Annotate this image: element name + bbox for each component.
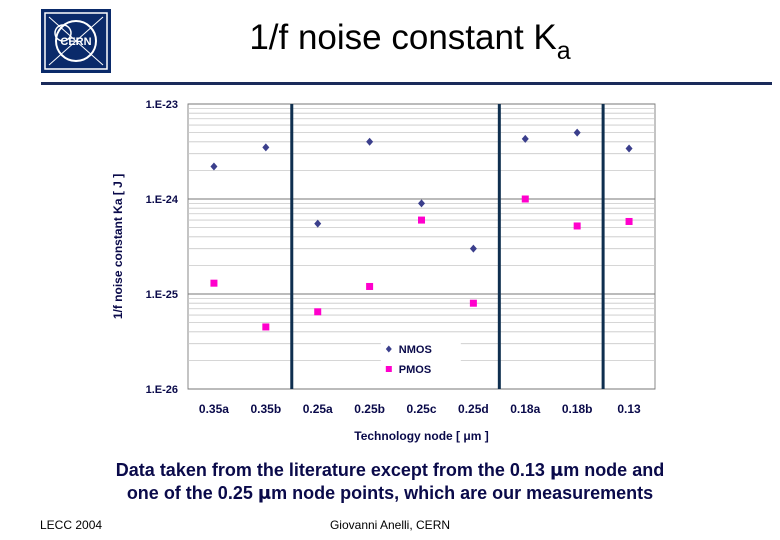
x-tick-label: 0.25b [354, 402, 385, 416]
cern-logo: CERN [41, 9, 111, 73]
nmos-point [418, 199, 425, 208]
scatter-chart: 1.E-23 1.E-24 1.E-25 1.E-26 0.35a 0.35b 0.25a 0… [111, 99, 656, 443]
nmos-point [469, 244, 477, 253]
y-tick-label: 1.E-26 [146, 384, 178, 396]
x-tick-label: 0.35a [199, 402, 229, 416]
chart-container: 1.E-23 1.E-24 1.E-25 1.E-26 0.35a 0.35b 0.25a 0… [100, 92, 680, 452]
title-subscript: a [556, 37, 571, 65]
nmos-point [625, 144, 633, 153]
x-tick-label: 0.18a [510, 402, 540, 416]
pmos-point [314, 308, 322, 316]
cern-logo-graphic: CERN [44, 12, 108, 70]
mu-symbol: μ [549, 460, 564, 481]
legend-label: NMOS [399, 344, 432, 356]
footer-author: Giovanni Anelli, CERN [329, 518, 451, 532]
nmos-point [210, 162, 218, 171]
caption-line2-end: m node points, which are our measurement… [271, 483, 654, 503]
x-tick-label: 0.35b [250, 402, 281, 416]
x-axis-label: Technology node [ μm ] [354, 429, 488, 443]
caption-line2-start: one of the 0.25 [126, 483, 258, 503]
legend-label: PMOS [399, 364, 431, 376]
caption-line1-end: m node and [563, 460, 665, 480]
pmos-point [469, 299, 477, 307]
x-tick-label: 0.25a [303, 402, 333, 416]
legend-pmos-marker [385, 366, 392, 372]
pmos-point [521, 195, 529, 203]
x-tick-label: 0.18b [562, 402, 593, 416]
nmos-point [521, 134, 529, 143]
caption-line-1: Data taken from the literature except fr… [60, 459, 720, 482]
mu-symbol-2: μ [257, 483, 272, 504]
nmos-point [262, 143, 270, 152]
pmos-point [418, 216, 425, 224]
y-tick-label: 1.E-23 [146, 99, 178, 111]
caption-line-2: one of the 0.25 μm node points, which ar… [60, 482, 720, 505]
pmos-point [573, 222, 581, 230]
y-axis-label: 1/f noise constant Ka [ J ] [111, 174, 125, 319]
nmos-point [573, 128, 581, 137]
pmos-point [625, 217, 633, 225]
logo-text: CERN [60, 36, 91, 48]
pmos-point [210, 279, 218, 287]
pmos-point [366, 282, 374, 290]
nmos-point [366, 137, 374, 146]
x-tick-label: 0.13 [617, 402, 641, 416]
legend-nmos-marker [385, 345, 392, 353]
nmos-point [314, 219, 322, 228]
x-tick-label: 0.25d [458, 402, 489, 416]
footer-conference: LECC 2004 [40, 518, 103, 532]
slide-title: 1/f noise constant Ka [150, 18, 670, 65]
legend-box [380, 339, 461, 383]
pmos-point [262, 323, 270, 331]
title-divider [41, 82, 772, 85]
y-tick-label: 1.E-25 [146, 289, 178, 301]
y-tick-label: 1.E-24 [146, 194, 179, 206]
x-tick-label: 0.25c [406, 402, 436, 416]
title-main: 1/f noise constant K [249, 18, 557, 57]
caption-line1-start: Data taken from the literature except fr… [115, 460, 550, 480]
caption: Data taken from the literature except fr… [60, 459, 720, 505]
